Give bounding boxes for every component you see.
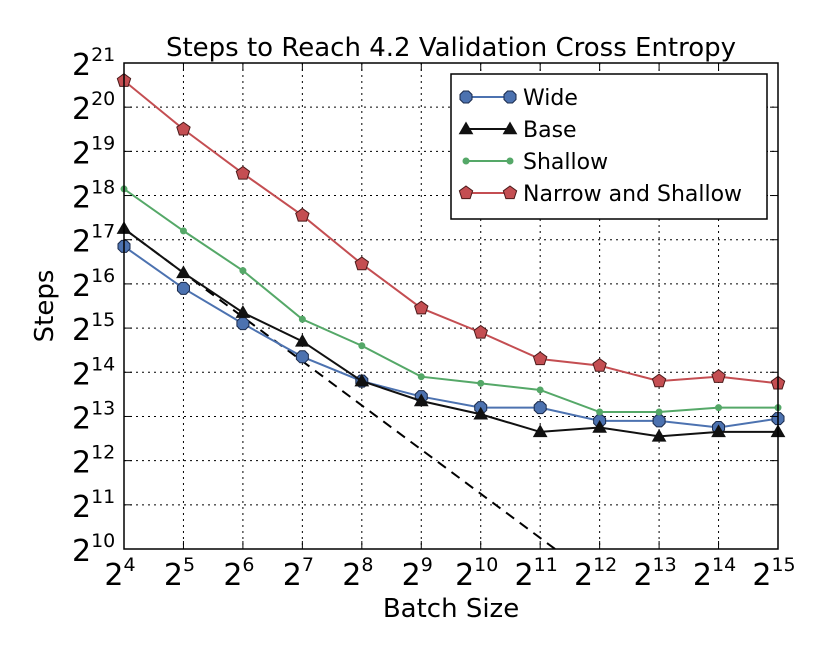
data-point xyxy=(354,256,370,271)
y-tick-label: 218 xyxy=(72,177,115,216)
series-wide xyxy=(117,239,785,435)
ticks-group xyxy=(123,62,779,550)
x-tick-label: 210 xyxy=(455,554,498,593)
plot-frame xyxy=(123,62,779,550)
x-tick-label: 24 xyxy=(104,554,135,593)
series-line xyxy=(123,227,778,438)
data-point xyxy=(652,414,666,428)
data-point xyxy=(235,305,251,318)
x-tick-label: 29 xyxy=(402,554,433,593)
legend-marker xyxy=(458,121,474,135)
y-axis-label: Steps xyxy=(30,270,60,343)
data-point xyxy=(711,424,726,438)
legend-item: Base xyxy=(458,118,577,143)
y-tick-label: 214 xyxy=(72,353,115,392)
legend-label: Base xyxy=(523,118,577,143)
legend-item: Narrow and Shallow xyxy=(458,182,742,207)
y-tick-label: 215 xyxy=(72,309,115,348)
data-point xyxy=(358,342,366,350)
data-point xyxy=(533,401,547,415)
legend-item: Shallow xyxy=(462,150,608,175)
data-point xyxy=(711,369,726,383)
series-line xyxy=(123,188,778,414)
y-tick-label: 221 xyxy=(72,44,115,83)
data-point xyxy=(176,281,190,295)
legend-marker xyxy=(459,90,473,104)
data-point xyxy=(596,408,604,416)
data-point xyxy=(413,393,429,407)
legend-label: Shallow xyxy=(523,150,608,175)
x-tick-labels: 24 25 26 27 28 29 210 211 212 213 214 215 xyxy=(104,554,795,593)
data-point xyxy=(651,373,667,388)
data-point xyxy=(477,379,485,387)
chart-title: Steps to Reach 4.2 Validation Cross Entr… xyxy=(166,33,736,63)
data-point xyxy=(179,227,187,235)
data-point xyxy=(532,351,548,366)
x-tick-label: 215 xyxy=(752,554,795,593)
legend-marker xyxy=(462,157,470,165)
y-tick-label: 213 xyxy=(72,397,115,436)
series-line xyxy=(123,245,779,429)
x-axis-label: Batch Size xyxy=(383,594,519,624)
series-line xyxy=(123,79,779,385)
y-tick-label: 210 xyxy=(72,530,115,569)
data-point xyxy=(298,315,306,323)
data-point xyxy=(414,300,429,315)
y-tick-label: 211 xyxy=(72,486,115,525)
data-point xyxy=(592,358,607,372)
data-point xyxy=(417,373,425,381)
data-point xyxy=(354,373,370,387)
y-tick-label: 216 xyxy=(72,265,115,304)
data-point xyxy=(532,424,548,438)
legend-label: Wide xyxy=(523,86,578,111)
legend-marker xyxy=(458,185,474,200)
data-point xyxy=(715,404,723,412)
y-tick-label: 212 xyxy=(72,442,115,481)
data-point xyxy=(239,267,247,275)
x-tick-label: 25 xyxy=(164,554,195,593)
series-narrow-and-shallow xyxy=(116,73,786,390)
x-tick-label: 27 xyxy=(283,554,314,593)
series-group xyxy=(116,73,786,442)
data-point xyxy=(536,386,544,394)
data-point xyxy=(473,406,489,420)
x-tick-label: 213 xyxy=(633,554,676,593)
legend-marker xyxy=(502,185,518,200)
legend-item: Wide xyxy=(459,86,578,111)
x-tick-label: 26 xyxy=(223,554,254,593)
x-tick-label: 28 xyxy=(342,554,373,593)
grid xyxy=(124,63,778,549)
data-point xyxy=(235,165,251,180)
data-point xyxy=(295,207,310,222)
x-tick-label: 212 xyxy=(574,554,617,593)
data-point xyxy=(592,419,607,433)
data-point xyxy=(176,265,191,279)
data-point xyxy=(236,317,250,331)
data-point xyxy=(295,333,310,347)
data-point xyxy=(473,324,488,339)
y-tick-label: 219 xyxy=(72,132,115,171)
legend-label: Narrow and Shallow xyxy=(523,182,742,207)
series-base xyxy=(116,221,786,442)
data-point xyxy=(295,350,309,364)
y-tick-label: 217 xyxy=(72,221,115,260)
legend-marker xyxy=(502,121,518,135)
x-tick-label: 214 xyxy=(693,554,736,593)
legend-marker xyxy=(506,157,514,165)
data-point xyxy=(651,428,667,442)
legend-marker xyxy=(503,90,517,104)
y-tick-labels: 210 211 212 213 214 215 216 217 218 219 220 221 xyxy=(72,44,115,569)
x-tick-label: 211 xyxy=(515,554,558,593)
data-point xyxy=(655,408,663,416)
series-shallow xyxy=(120,185,782,416)
legend: Wide Base Shallow Narrow and Shallow xyxy=(450,73,768,220)
y-tick-label: 220 xyxy=(72,88,115,127)
data-point xyxy=(176,121,191,136)
